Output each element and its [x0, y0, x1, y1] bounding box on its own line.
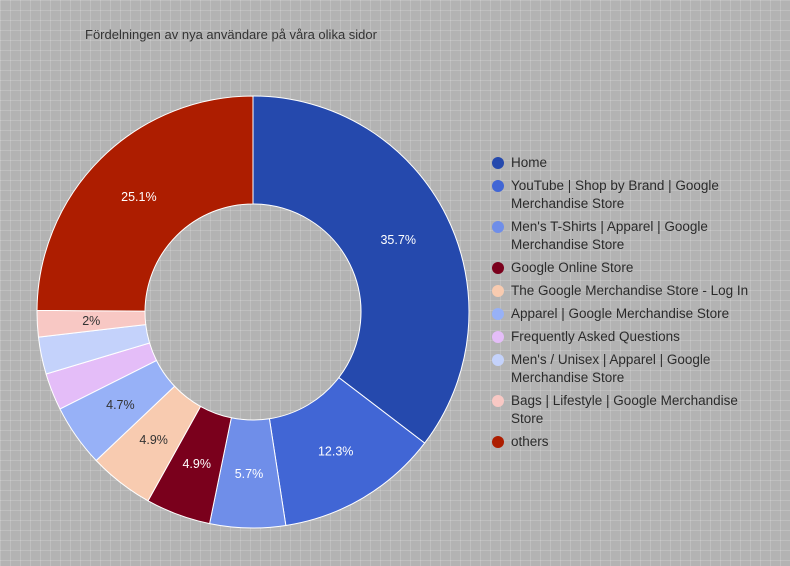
legend-label: Frequently Asked Questions — [511, 329, 680, 344]
legend-item-youtube-shop-by-brand-google-merchandise-store[interactable]: YouTube | Shop by Brand | Google Merchan… — [492, 177, 752, 213]
slice-label-others: 25.1% — [121, 190, 156, 204]
slice-label-apparel-google-merchandise-store: 4.7% — [106, 398, 135, 412]
legend-swatch — [492, 308, 504, 320]
legend-swatch — [492, 221, 504, 233]
legend-swatch — [492, 436, 504, 448]
legend-label: Home — [511, 155, 548, 170]
chart-legend: Home YouTube | Shop by Brand | Google Mer… — [492, 154, 752, 456]
legend-swatch — [492, 354, 504, 366]
legend-label: others — [511, 434, 549, 449]
legend-swatch — [492, 157, 504, 169]
chart-title: Fördelningen av nya användare på våra ol… — [85, 27, 377, 42]
slice-label-the-google-merchandise-store-log-in: 4.9% — [139, 433, 168, 447]
legend-item-bags-lifestyle-google-merchandise-store[interactable]: Bags | Lifestyle | Google Merchandise St… — [492, 392, 752, 428]
legend-swatch — [492, 331, 504, 343]
legend-swatch — [492, 395, 504, 407]
legend-label: YouTube | Shop by Brand | Google Merchan… — [511, 178, 719, 211]
slice-home[interactable] — [252, 95, 470, 444]
legend-label: Men's / Unisex | Apparel | Google Mercha… — [511, 352, 711, 385]
legend-label: Google Online Store — [511, 260, 634, 275]
legend-item-men-s-t-shirts-apparel-google-merchandise-store[interactable]: Men's T-Shirts | Apparel | Google Mercha… — [492, 218, 752, 254]
legend-item-men-s-unisex-apparel-google-merchandise-store[interactable]: Men's / Unisex | Apparel | Google Mercha… — [492, 351, 752, 387]
legend-item-frequently-asked-questions[interactable]: Frequently Asked Questions — [492, 328, 752, 346]
legend-item-the-google-merchandise-store-log-in[interactable]: The Google Merchandise Store - Log In — [492, 282, 752, 300]
legend-item-apparel-google-merchandise-store[interactable]: Apparel | Google Merchandise Store — [492, 305, 752, 323]
slice-label-google-online-store: 4.9% — [182, 457, 211, 471]
slice-label-men-s-t-shirts-apparel-google-merchandise-store: 5.7% — [235, 467, 264, 481]
legend-label: The Google Merchandise Store - Log In — [511, 283, 749, 298]
slice-label-youtube-shop-by-brand-google-merchandise-store: 12.3% — [318, 444, 353, 458]
legend-swatch — [492, 262, 504, 274]
slice-label-bags-lifestyle-google-merchandise-store: 2% — [82, 314, 100, 328]
slice-others[interactable] — [36, 95, 254, 312]
legend-label: Bags | Lifestyle | Google Merchandise St… — [511, 393, 738, 426]
legend-item-others[interactable]: others — [492, 433, 752, 451]
legend-swatch — [492, 285, 504, 297]
legend-item-google-online-store[interactable]: Google Online Store — [492, 259, 752, 277]
legend-label: Apparel | Google Merchandise Store — [511, 306, 730, 321]
legend-label: Men's T-Shirts | Apparel | Google Mercha… — [511, 219, 708, 252]
legend-swatch — [492, 180, 504, 192]
slice-label-home: 35.7% — [380, 233, 415, 247]
legend-item-home[interactable]: Home — [492, 154, 752, 172]
